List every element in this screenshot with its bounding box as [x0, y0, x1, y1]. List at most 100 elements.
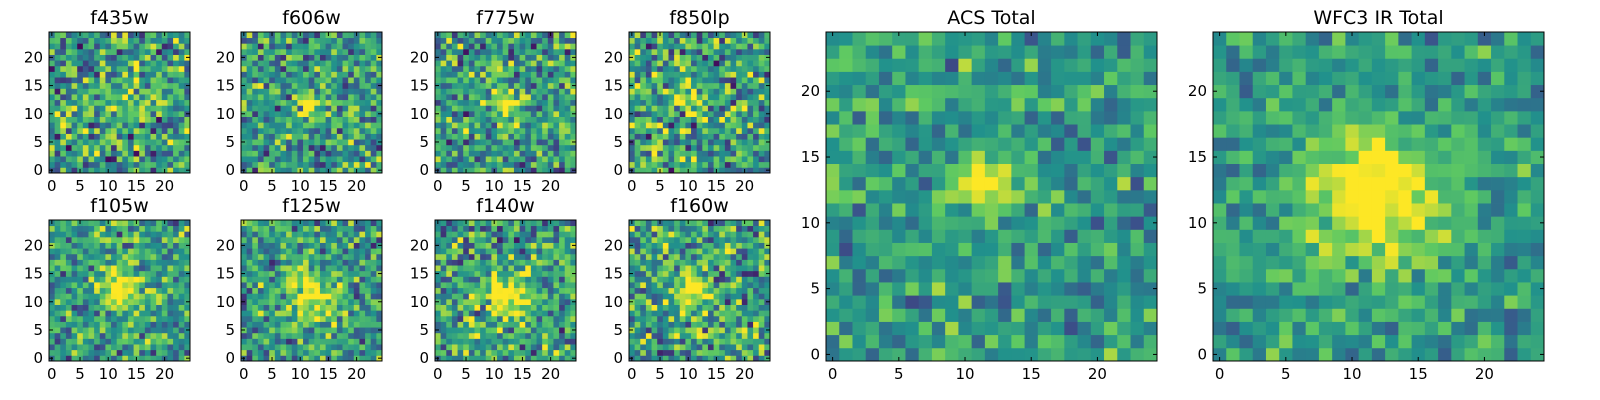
heatmap-cell [685, 139, 692, 146]
heatmap-cell [291, 236, 298, 243]
heatmap-cell [547, 270, 554, 277]
heatmap-cell [133, 77, 140, 84]
heatmap-cell [359, 220, 366, 227]
heatmap-cell [365, 298, 372, 305]
heatmap-cell [530, 116, 537, 123]
heatmap-cell [547, 293, 554, 300]
heatmap-cell [753, 298, 760, 305]
heatmap-cell [150, 315, 157, 322]
heatmap-cell [88, 220, 95, 227]
heatmap-cell [564, 315, 571, 322]
heatmap-cell [696, 71, 703, 78]
heatmap-cell [570, 276, 577, 283]
heatmap-cell [274, 127, 281, 134]
heatmap-cell [662, 122, 669, 129]
heatmap-cell [94, 139, 101, 146]
heatmap-cell [668, 156, 675, 163]
heatmap-cell [127, 298, 134, 305]
heatmap-cell [536, 287, 543, 294]
heatmap-cell [474, 161, 481, 168]
heatmap-cell [519, 122, 526, 129]
heatmap-cell [446, 332, 453, 339]
heatmap-cell [679, 355, 686, 362]
heatmap-cell [696, 82, 703, 89]
heatmap-cell [105, 259, 112, 266]
heatmap-cell [530, 259, 537, 266]
heatmap-cell [127, 282, 134, 289]
heatmap-cell [707, 282, 714, 289]
heatmap-cell [77, 242, 84, 249]
heatmap-cell [161, 349, 168, 356]
heatmap-cell [435, 338, 442, 345]
heatmap-cell [359, 65, 366, 72]
heatmap-cell [77, 282, 84, 289]
heatmap-cell [629, 338, 636, 345]
heatmap-cell [502, 105, 509, 112]
heatmap-cell [457, 282, 464, 289]
heatmap-cell [127, 60, 134, 67]
heatmap-cell [365, 161, 372, 168]
heatmap-cell [269, 94, 276, 101]
heatmap-cell [376, 248, 383, 255]
heatmap-cell [65, 144, 72, 151]
heatmap-cell [269, 253, 276, 260]
heatmap-cell [291, 321, 298, 328]
heatmap-cell [303, 310, 310, 317]
heatmap-cell [359, 161, 366, 168]
heatmap-cell [547, 315, 554, 322]
heatmap-cell [122, 37, 129, 44]
heatmap-cell [167, 225, 174, 232]
heatmap-cell [530, 71, 537, 78]
heatmap-cell [713, 338, 720, 345]
heatmap-cell [274, 43, 281, 50]
heatmap-cell [167, 242, 174, 249]
heatmap-cell [246, 265, 253, 272]
heatmap-cell [342, 156, 349, 163]
heatmap-cell [303, 270, 310, 277]
heatmap-cell [651, 82, 658, 89]
heatmap-cell [629, 321, 636, 328]
heatmap-cell [513, 99, 520, 106]
heatmap-cell [662, 43, 669, 50]
heatmap-cell [713, 332, 720, 339]
heatmap-cell [291, 71, 298, 78]
heatmap-cell [291, 105, 298, 112]
heatmap-cell [440, 133, 447, 140]
heatmap-cell [99, 259, 106, 266]
heatmap-cell [308, 54, 315, 61]
heatmap-cell [370, 355, 377, 362]
heatmap-cell [547, 304, 554, 311]
heatmap-cell [440, 54, 447, 61]
heatmap-cell [370, 32, 377, 39]
heatmap-cell [707, 65, 714, 72]
heatmap-cell [77, 298, 84, 305]
heatmap-cell [331, 133, 338, 140]
heatmap-cell [252, 259, 259, 266]
heatmap-cell [662, 332, 669, 339]
heatmap-cell [99, 270, 106, 277]
heatmap-cell [559, 310, 566, 317]
heatmap-cell [94, 265, 101, 272]
heatmap-cell [508, 32, 515, 39]
heatmap-cell [308, 133, 315, 140]
heatmap-cell [530, 253, 537, 260]
heatmap-cell [451, 65, 458, 72]
heatmap-cell [65, 344, 72, 351]
heatmap-cell [753, 105, 760, 112]
heatmap-cell [77, 139, 84, 146]
heatmap-cell [167, 110, 174, 117]
heatmap-cell [82, 54, 89, 61]
heatmap-cell [553, 110, 560, 117]
heatmap-cell [485, 276, 492, 283]
heatmap-cell [764, 332, 771, 339]
heatmap-cell [82, 43, 89, 50]
heatmap-cell [105, 338, 112, 345]
heatmap-cell [747, 48, 754, 55]
heatmap-cell [758, 355, 765, 362]
heatmap-cell [82, 105, 89, 112]
heatmap-cell [303, 43, 310, 50]
heatmap-cell [105, 327, 112, 334]
heatmap-cell [156, 310, 163, 317]
heatmap-cell [325, 298, 332, 305]
heatmap-cell [713, 122, 720, 129]
